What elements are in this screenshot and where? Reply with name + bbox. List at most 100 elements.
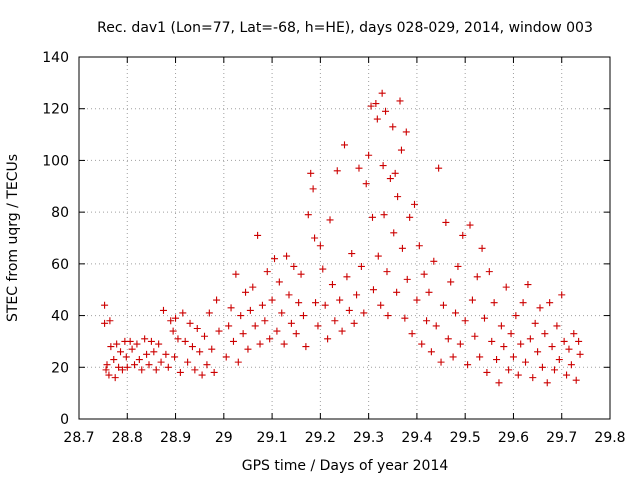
data-point [205, 309, 213, 317]
data-point [101, 319, 109, 327]
data-point [447, 278, 455, 286]
data-points [101, 89, 584, 387]
data-point [406, 213, 414, 221]
data-point [442, 218, 450, 226]
data-point [350, 319, 358, 327]
data-point [210, 368, 218, 376]
data-point [164, 363, 172, 371]
data-point [522, 358, 530, 366]
data-point [167, 317, 175, 325]
data-point [401, 314, 409, 322]
data-point [316, 242, 324, 250]
data-point [314, 322, 322, 330]
data-point [418, 340, 426, 348]
data-point [461, 317, 469, 325]
data-point [512, 312, 520, 320]
data-point [398, 244, 406, 252]
data-point [123, 363, 131, 371]
data-point [278, 309, 286, 317]
data-point [115, 363, 123, 371]
data-point [256, 340, 264, 348]
data-point [391, 169, 399, 177]
data-point [517, 340, 525, 348]
data-point [126, 337, 134, 345]
x-axis: 28.7 28.8 28.9 29 29.1 29.2 29.3 29.4 29.5 29.6 29… [63, 57, 626, 446]
data-point [357, 262, 365, 270]
data-point [541, 330, 549, 338]
data-point [519, 299, 527, 307]
x-tick-label: 28.8 [112, 430, 143, 446]
data-point [377, 301, 385, 309]
data-point [420, 270, 428, 278]
data-point [222, 353, 230, 361]
data-point [393, 288, 401, 296]
data-point [143, 350, 151, 358]
data-point [234, 358, 242, 366]
data-point [184, 358, 192, 366]
data-point [553, 322, 561, 330]
data-point [345, 306, 353, 314]
data-point [258, 301, 266, 309]
data-point [480, 314, 488, 322]
data-point [459, 231, 467, 239]
data-point [362, 180, 370, 188]
data-point [268, 296, 276, 304]
data-point [427, 348, 435, 356]
data-point [546, 299, 554, 307]
data-point [263, 268, 271, 276]
data-point [473, 273, 481, 281]
data-point [413, 296, 421, 304]
data-point [312, 299, 320, 307]
x-tick-label: 29.7 [546, 430, 577, 446]
data-point [135, 356, 143, 364]
data-point [297, 270, 305, 278]
data-point [271, 255, 279, 263]
data-point [550, 366, 558, 374]
data-point [328, 281, 336, 289]
data-point [390, 229, 398, 237]
data-point [529, 374, 537, 382]
data-point [113, 340, 121, 348]
data-point [227, 304, 235, 312]
data-point [403, 275, 411, 283]
data-point [128, 345, 136, 353]
data-point [326, 216, 334, 224]
data-point [302, 343, 310, 351]
y-tick-label: 60 [51, 257, 69, 273]
data-point [468, 296, 476, 304]
data-point [304, 211, 312, 219]
data-point [524, 281, 532, 289]
data-point [563, 371, 571, 379]
data-point [509, 353, 517, 361]
y-tick-label: 20 [51, 360, 69, 376]
data-point [107, 343, 115, 351]
data-point [172, 314, 180, 322]
data-point [138, 366, 146, 374]
data-point [476, 353, 484, 361]
data-point [507, 330, 515, 338]
data-point [261, 317, 269, 325]
data-point [394, 193, 402, 201]
x-tick-label: 29.6 [498, 430, 529, 446]
x-tick-label: 28.7 [63, 430, 94, 446]
data-point [196, 348, 204, 356]
plot-frame [78, 56, 611, 420]
data-point [396, 97, 404, 105]
data-point [251, 322, 259, 330]
data-point [162, 350, 170, 358]
data-point [353, 291, 361, 299]
x-tick-label: 29.8 [594, 430, 625, 446]
data-point [497, 322, 505, 330]
data-point [531, 319, 539, 327]
data-point [543, 379, 551, 387]
data-point [555, 356, 563, 364]
data-point [242, 288, 250, 296]
data-point [266, 335, 274, 343]
data-point [336, 296, 344, 304]
data-point [576, 350, 584, 358]
data-point [378, 89, 386, 97]
data-point [382, 107, 390, 115]
data-point [249, 283, 257, 291]
data-point [171, 353, 179, 361]
